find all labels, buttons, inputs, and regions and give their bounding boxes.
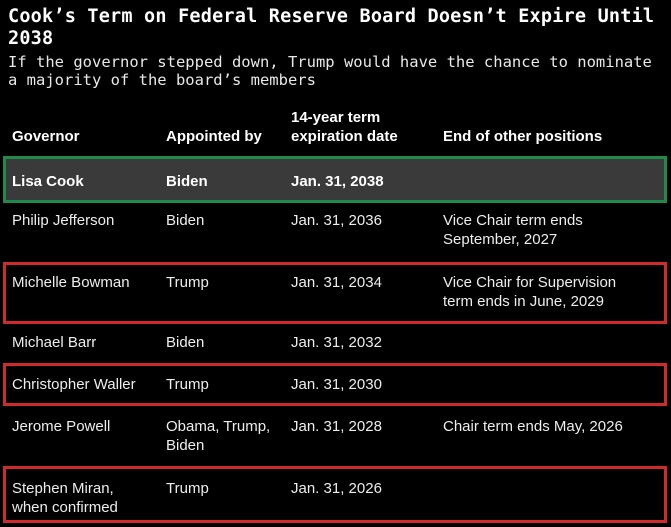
cell-governor: Michelle Bowman [12,274,130,291]
cell-other-positions: Chair term ends May, 2026 [443,418,623,435]
cell-appointed-by: Biden [166,334,205,351]
table-row: Christopher Waller Trump Jan. 31, 2030 [3,363,667,406]
header-governor: Governor [12,128,80,145]
cell-governor: Michael Barr [12,334,97,351]
table-row: Jerome Powell Obama, Trump, Biden Jan. 3… [3,414,667,460]
chart-title: Cook’s Term on Federal Reserve Board Doe… [8,6,655,49]
cell-other-positions: Vice Chair for Supervision term ends in … [443,274,617,310]
cell-appointed-by: Obama, Trump, Biden [166,418,271,454]
cell-governor: Christopher Waller [12,376,136,393]
cell-expiration: Jan. 31, 2038 [291,173,384,190]
table-row: Lisa Cook Biden Jan. 31, 2038 [3,156,667,203]
cell-governor: Stephen Miran, when confirmed [12,480,118,516]
cell-expiration: Jan. 31, 2028 [291,418,382,435]
table-row: Stephen Miran, when confirmed Trump Jan.… [3,466,667,523]
cell-governor: Jerome Powell [12,418,111,435]
table-row: Michelle Bowman Trump Jan. 31, 2034 Vice… [3,262,667,324]
cell-appointed-by: Biden [166,212,205,229]
cell-expiration: Jan. 31, 2032 [291,334,382,351]
cell-expiration: Jan. 31, 2026 [291,480,382,497]
cell-expiration: Jan. 31, 2030 [291,376,382,393]
header-other-positions: End of other positions [443,128,603,145]
table-row: Philip Jefferson Biden Jan. 31, 2036 Vic… [3,208,667,254]
table-row: Michael Barr Biden Jan. 31, 2032 [3,330,667,360]
chart-subtitle: If the governor stepped down, Trump woul… [8,53,652,89]
cell-appointed-by: Trump [166,376,209,393]
cell-governor: Philip Jefferson [12,212,115,229]
cell-expiration: Jan. 31, 2034 [291,274,382,291]
cell-appointed-by: Trump [166,480,209,497]
header-expiration: 14-year term expiration date [291,109,398,145]
cell-appointed-by: Biden [166,173,208,190]
cell-governor: Lisa Cook [12,173,84,190]
cell-appointed-by: Trump [166,274,209,291]
cell-other-positions: Vice Chair term ends September, 2027 [443,212,583,248]
cell-expiration: Jan. 31, 2036 [291,212,382,229]
header-appointed-by: Appointed by [166,128,262,145]
